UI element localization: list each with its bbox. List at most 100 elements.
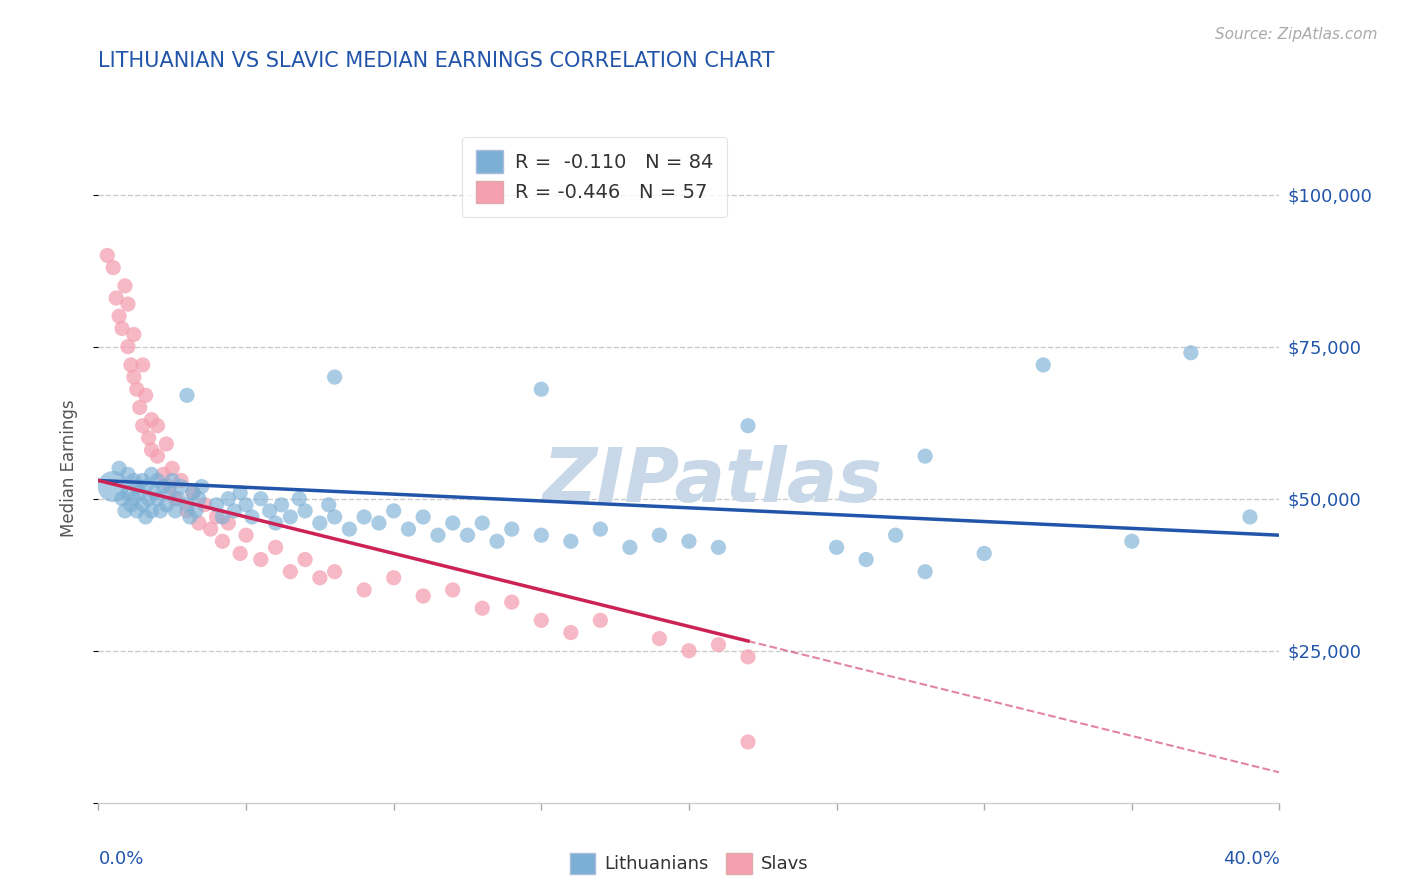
Point	[120, 358, 142, 372]
Point	[471, 516, 494, 530]
Point	[179, 510, 201, 524]
Legend: Lithuanians, Slavs: Lithuanians, Slavs	[562, 846, 815, 880]
Point	[501, 595, 523, 609]
Point	[108, 310, 131, 324]
Point	[165, 491, 187, 506]
Point	[427, 528, 450, 542]
Point	[737, 649, 759, 664]
Point	[181, 485, 204, 500]
Point	[318, 498, 340, 512]
Point	[353, 510, 375, 524]
Point	[250, 552, 273, 566]
Point	[309, 571, 332, 585]
Point	[323, 370, 346, 384]
Point	[157, 479, 180, 493]
Point	[737, 735, 759, 749]
Point	[1032, 358, 1054, 372]
Point	[412, 510, 434, 524]
Point	[194, 498, 217, 512]
Point	[114, 278, 136, 293]
Point	[138, 491, 160, 506]
Point	[240, 510, 263, 524]
Point	[235, 498, 257, 512]
Point	[441, 582, 464, 597]
Point	[323, 510, 346, 524]
Y-axis label: Median Earnings: Median Earnings	[59, 400, 77, 537]
Point	[135, 388, 157, 402]
Point	[737, 418, 759, 433]
Point	[141, 412, 163, 426]
Point	[353, 582, 375, 597]
Point	[211, 510, 233, 524]
Point	[117, 297, 139, 311]
Point	[103, 479, 125, 493]
Point	[229, 546, 252, 560]
Point	[211, 534, 233, 549]
Point	[309, 516, 332, 530]
Point	[122, 474, 145, 488]
Point	[294, 504, 316, 518]
Point	[648, 528, 671, 542]
Point	[278, 565, 302, 579]
Point	[187, 491, 209, 506]
Point	[323, 565, 346, 579]
Point	[264, 541, 287, 555]
Point	[589, 522, 612, 536]
Point	[103, 260, 125, 275]
Point	[217, 516, 239, 530]
Point	[339, 522, 360, 536]
Point	[619, 541, 641, 555]
Point	[135, 510, 157, 524]
Point	[96, 248, 118, 262]
Point	[382, 504, 405, 518]
Point	[560, 534, 582, 549]
Point	[152, 479, 174, 493]
Point	[288, 491, 311, 506]
Point	[152, 467, 174, 482]
Point	[167, 491, 190, 506]
Point	[264, 516, 287, 530]
Point	[128, 401, 150, 415]
Point	[132, 418, 155, 433]
Point	[229, 485, 252, 500]
Point	[120, 498, 142, 512]
Point	[117, 467, 139, 482]
Point	[181, 485, 204, 500]
Point	[678, 534, 700, 549]
Point	[141, 443, 163, 458]
Point	[125, 504, 148, 518]
Point	[170, 474, 193, 488]
Point	[146, 474, 169, 488]
Point	[125, 479, 148, 493]
Point	[125, 382, 148, 396]
Point	[157, 485, 180, 500]
Point	[530, 528, 553, 542]
Point	[114, 504, 136, 518]
Point	[471, 601, 494, 615]
Point	[155, 498, 177, 512]
Point	[530, 382, 553, 396]
Point	[187, 516, 209, 530]
Point	[412, 589, 434, 603]
Text: 0.0%: 0.0%	[98, 849, 143, 868]
Point	[138, 431, 160, 445]
Point	[117, 485, 139, 500]
Point	[149, 504, 172, 518]
Point	[105, 291, 128, 305]
Point	[191, 479, 214, 493]
Point	[132, 498, 155, 512]
Point	[224, 504, 246, 518]
Text: Source: ZipAtlas.com: Source: ZipAtlas.com	[1215, 27, 1378, 42]
Point	[825, 541, 848, 555]
Point	[200, 522, 222, 536]
Text: 40.0%: 40.0%	[1223, 849, 1279, 868]
Point	[678, 644, 700, 658]
Text: ZIPatlas: ZIPatlas	[543, 445, 883, 518]
Point	[135, 479, 157, 493]
Point	[146, 449, 169, 463]
Point	[111, 491, 134, 506]
Point	[235, 528, 257, 542]
Point	[128, 485, 150, 500]
Point	[707, 638, 730, 652]
Point	[162, 474, 183, 488]
